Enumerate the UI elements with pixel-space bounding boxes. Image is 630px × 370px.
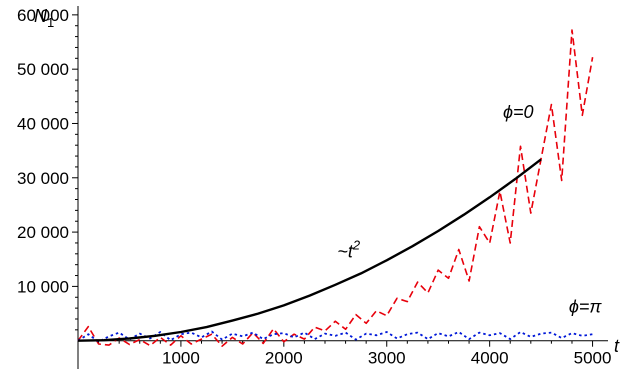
annotation-phi-pi: ϕ=π — [569, 296, 603, 316]
axes — [77, 6, 608, 369]
y-tick-label: 50 000 — [17, 60, 69, 79]
y-axis-label: N1 — [34, 6, 54, 30]
x-tick-label: 4000 — [471, 349, 509, 368]
series-phi-zero-line — [77, 29, 594, 347]
series-t-squared-fit — [77, 158, 542, 342]
y-tick-label: 30 000 — [17, 169, 69, 188]
annotation-t-squared: ~t2 — [337, 238, 361, 262]
x-axis-label: t — [614, 336, 620, 356]
x-tick-label: 3000 — [368, 349, 406, 368]
x-tick-label: 5000 — [574, 349, 612, 368]
x-tick-label: 1000 — [162, 349, 200, 368]
annotation-phi-zero: ϕ=0 — [503, 102, 534, 122]
x-tick-label: 2000 — [265, 349, 303, 368]
series-group — [77, 29, 594, 347]
y-tick-label: 10 000 — [17, 277, 69, 296]
ticks: 1000 2000 3000 4000 5000 10 000 20 000 30 000 40… — [17, 6, 611, 368]
y-tick-label: 40 000 — [17, 114, 69, 133]
y-axis-label-subscript: 1 — [47, 15, 54, 30]
y-tick-label: 60 000 — [17, 6, 69, 25]
y-tick-label: 20 000 — [17, 223, 69, 242]
